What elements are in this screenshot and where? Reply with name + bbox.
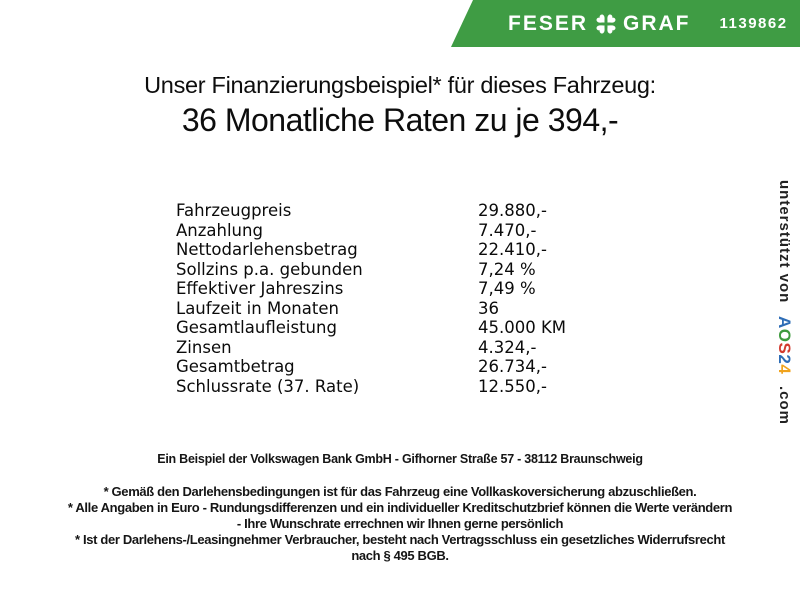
table-row: Sollzins p.a. gebunden 7,24 %	[176, 260, 566, 280]
footnote-line: * Alle Angaben in Euro - Rundungsdiffere…	[67, 500, 733, 515]
row-value: 12.550,-	[478, 376, 547, 396]
sponsor-domain: .com	[776, 385, 793, 425]
row-value: 4.324,-	[478, 337, 537, 357]
table-row: Anzahlung 7.470,-	[176, 221, 566, 241]
footnotes-block: * Gemäß den Darlehensbedingungen ist für…	[0, 484, 800, 564]
row-value: 22.410,-	[478, 240, 547, 259]
table-row: Zinsen 4.324,-	[176, 338, 566, 358]
row-label: Laufzeit in Monaten	[176, 298, 339, 318]
bank-info-line: Ein Beispiel der Volkswagen Bank GmbH - …	[157, 452, 643, 466]
sponsor-prefix: unterstützt von	[776, 180, 793, 304]
row-label: Gesamtbetrag	[176, 357, 295, 376]
table-row: Gesamtlaufleistung 45.000 KM	[176, 318, 566, 338]
row-label: Nettodarlehensbetrag	[176, 240, 358, 259]
row-value: 26.734,-	[478, 357, 547, 376]
page-title: Unser Finanzierungsbeispiel* für dieses …	[144, 72, 656, 98]
aos24-logo: AOS24	[775, 316, 794, 374]
table-row: Effektiver Jahreszins 7,49 %	[176, 279, 566, 299]
row-value: 7,24 %	[478, 259, 536, 279]
footnote-line: - Ihre Wunschrate errechnen wir Ihnen ge…	[236, 516, 564, 531]
row-label: Effektiver Jahreszins	[176, 279, 344, 298]
row-label: Gesamtlaufleistung	[176, 318, 337, 337]
footnote-line: * Ist der Darlehens-/Leasingnehmer Verbr…	[75, 532, 725, 547]
logo-word-graf: GRAF	[623, 11, 691, 35]
aos24-letter: A	[775, 315, 794, 329]
title-block: Unser Finanzierungsbeispiel* für dieses …	[0, 71, 800, 141]
footnote-line: nach § 495 BGB.	[351, 548, 449, 563]
row-label: Sollzins p.a. gebunden	[176, 259, 363, 279]
aos24-letter: O	[775, 328, 794, 343]
aos24-letter: S	[775, 342, 794, 354]
row-label: Anzahlung	[176, 220, 263, 240]
aos24-letter: 4	[775, 363, 794, 374]
table-row: Gesamtbetrag 26.734,-	[176, 357, 566, 377]
row-value: 29.880,-	[478, 201, 547, 220]
feser-graf-logo: FESER GRAF	[508, 12, 691, 36]
brand-header: FESER GRAF 1139862	[451, 0, 800, 47]
vehicle-id: 1139862	[719, 15, 788, 32]
page-subtitle: 36 Monatliche Raten zu je 394,-	[181, 102, 619, 138]
table-row: Schlussrate (37. Rate) 12.550,-	[176, 377, 566, 397]
table-row: Nettodarlehensbetrag 22.410,-	[176, 240, 566, 260]
row-value: 36	[478, 298, 499, 318]
sponsor-strip: unterstützt von AOS24 .com	[774, 180, 794, 425]
footnote-line: * Gemäß den Darlehensbedingungen ist für…	[103, 484, 697, 499]
row-value: 7,49 %	[478, 279, 536, 298]
table-row: Laufzeit in Monaten 36	[176, 299, 566, 319]
row-label: Schlussrate (37. Rate)	[176, 376, 360, 396]
clover-icon	[596, 14, 616, 34]
table-row: Fahrzeugpreis 29.880,-	[176, 201, 566, 221]
row-label: Zinsen	[176, 337, 232, 357]
aos24-letter: 2	[775, 353, 794, 364]
logo-word-feser: FESER	[508, 11, 589, 35]
row-label: Fahrzeugpreis	[176, 201, 292, 220]
finance-table: Fahrzeugpreis 29.880,- Anzahlung 7.470,-…	[176, 201, 566, 396]
row-value: 7.470,-	[478, 220, 537, 240]
row-value: 45.000 KM	[478, 318, 567, 337]
